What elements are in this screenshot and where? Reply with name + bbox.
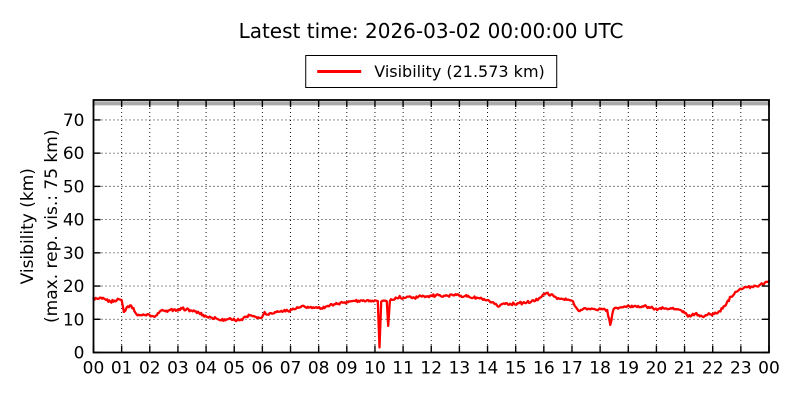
y-tick-label: 40 <box>63 211 85 231</box>
x-tick-label: 11 <box>392 359 414 379</box>
y-tick-label: 50 <box>63 177 85 197</box>
y-tick-label: 30 <box>63 244 85 264</box>
x-tick-label: 19 <box>617 359 639 379</box>
x-tick-label: 07 <box>280 359 302 379</box>
x-tick-label: 09 <box>336 359 358 379</box>
axis-ticks <box>92 100 770 354</box>
x-tick-label: 13 <box>449 359 471 379</box>
x-tick-label: 08 <box>308 359 330 379</box>
grid <box>93 100 769 353</box>
x-tick-label: 23 <box>730 359 752 379</box>
x-tick-label: 21 <box>674 359 696 379</box>
x-tick-label: 00 <box>83 359 105 379</box>
x-tick-label: 03 <box>167 359 189 379</box>
y-tick-label: 70 <box>63 111 85 131</box>
legend-label: Visibility (21.573 km) <box>374 62 545 81</box>
chart-title: Latest time: 2026-03-02 00:00:00 UTC <box>238 19 624 43</box>
x-tick-label: 17 <box>561 359 583 379</box>
x-tick-label: 00 <box>758 359 780 379</box>
plot-frame <box>92 99 770 354</box>
x-tick-label: 16 <box>533 359 555 379</box>
y-tick-labels: 0 10 20 30 40 50 60 70 <box>63 111 85 364</box>
y-tick-label: 20 <box>63 277 85 297</box>
x-tick-label: 05 <box>223 359 245 379</box>
visibility-line <box>92 279 771 349</box>
x-tick-label: 06 <box>252 359 274 379</box>
y-tick-label: 0 <box>74 344 85 364</box>
x-tick-label: 12 <box>420 359 442 379</box>
legend-line-sample <box>317 70 362 73</box>
x-tick-label: 22 <box>702 359 724 379</box>
x-tick-label: 14 <box>477 359 499 379</box>
x-tick-label: 18 <box>589 359 611 379</box>
x-tick-label: 15 <box>505 359 527 379</box>
x-tick-label: 02 <box>139 359 161 379</box>
x-tick-labels: 00 01 02 03 04 05 06 07 08 09 10 11 12 13 14 15 16 17 18 19… <box>83 359 780 379</box>
legend: Visibility (21.573 km) <box>305 55 557 88</box>
x-tick-label: 04 <box>195 359 217 379</box>
x-tick-label: 01 <box>111 359 133 379</box>
y-axis-label: Visibility (km) <box>18 168 38 284</box>
x-tick-label: 20 <box>646 359 668 379</box>
y-tick-label: 10 <box>63 310 85 330</box>
x-tick-label: 10 <box>364 359 386 379</box>
y-axis-sublabel: (max. rep. vis.: 75 km) <box>42 130 62 323</box>
y-tick-label: 60 <box>63 144 85 164</box>
